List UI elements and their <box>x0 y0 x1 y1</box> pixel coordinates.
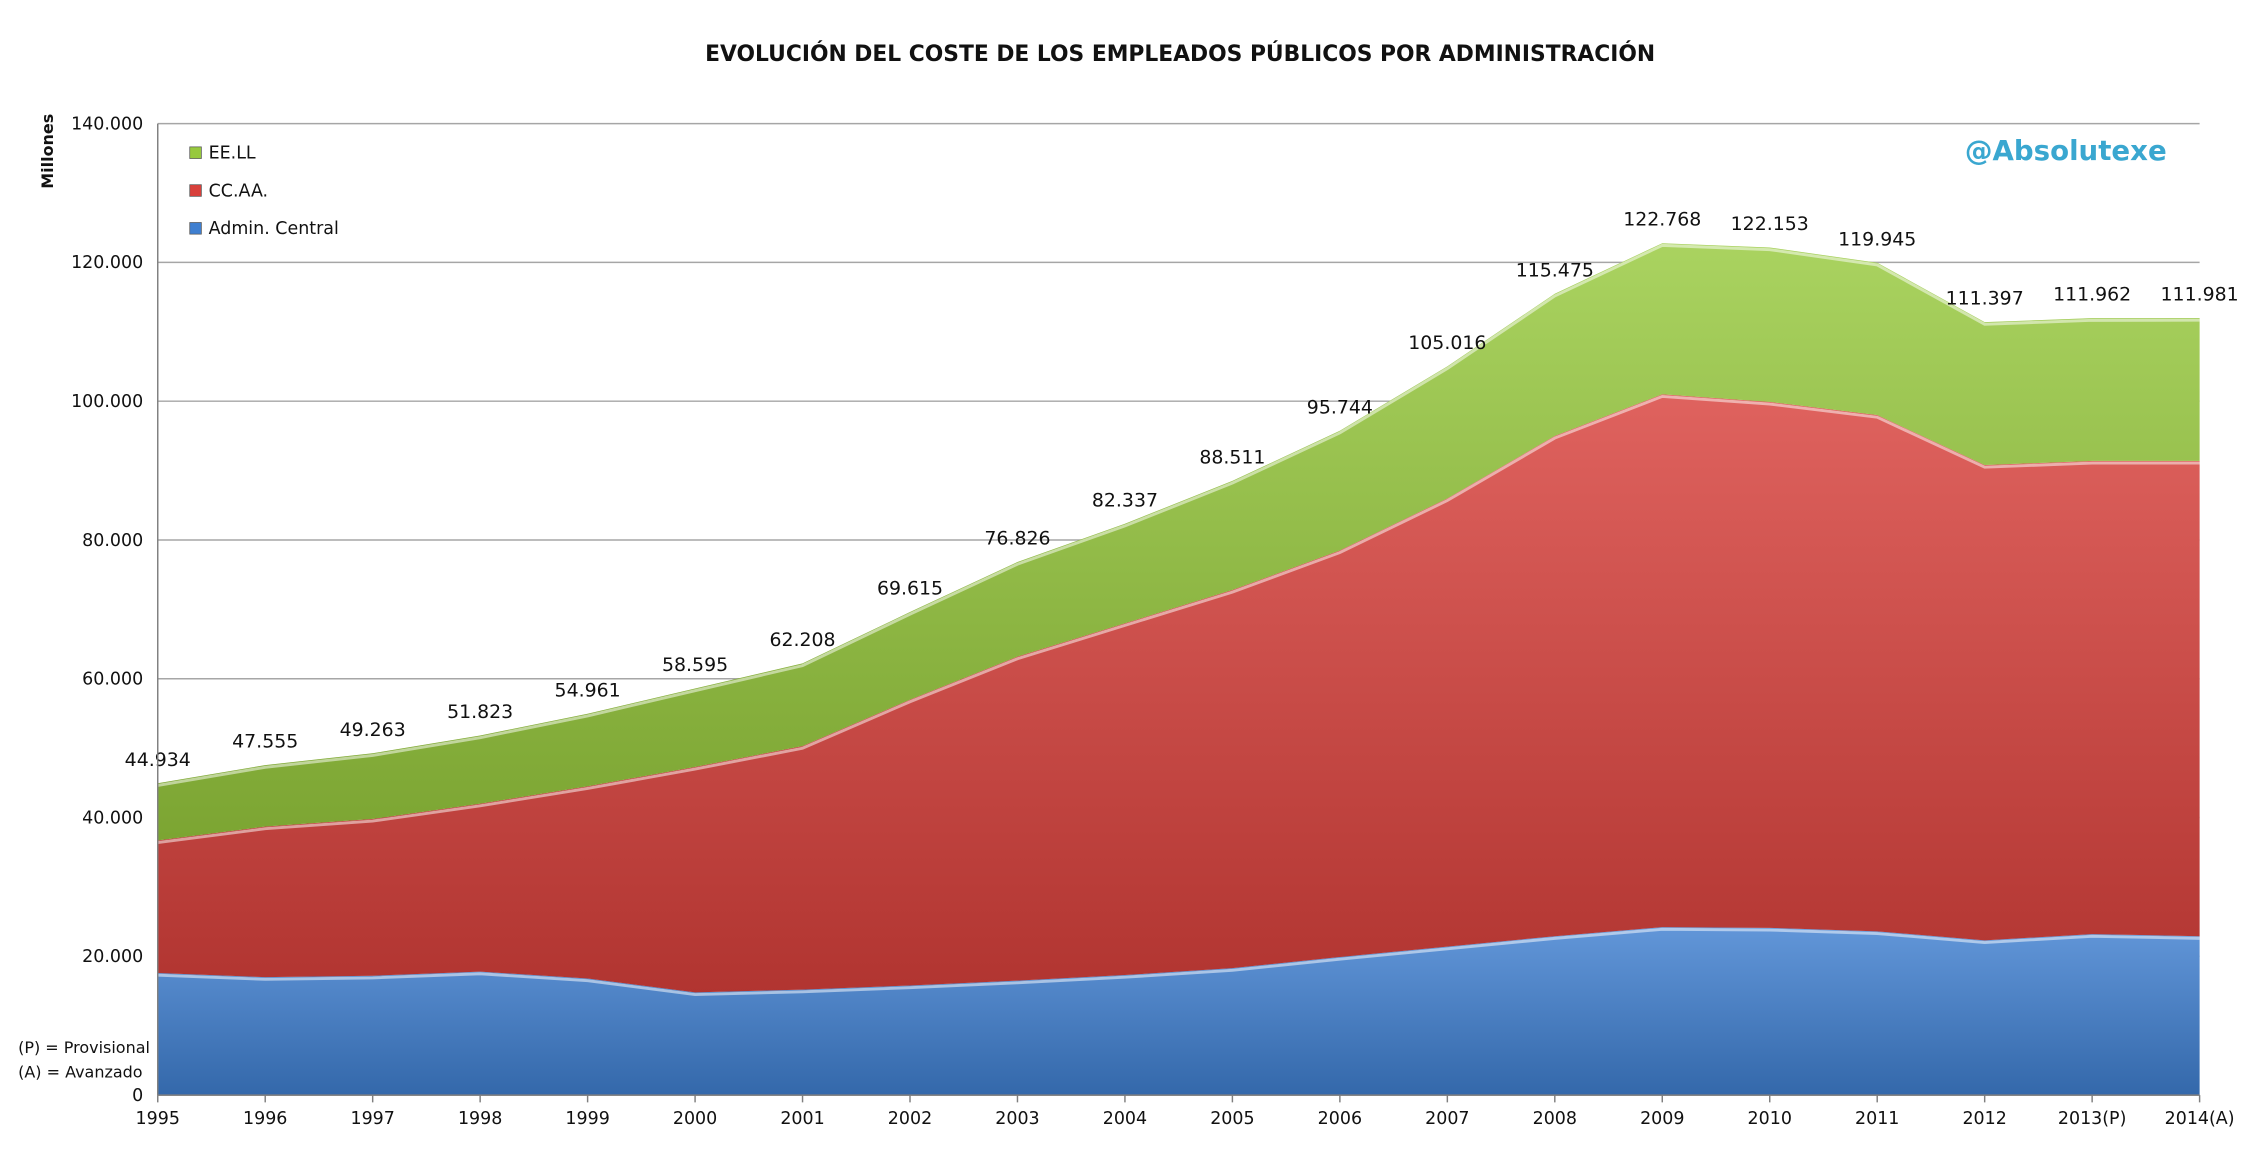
data-label: 115.475 <box>1516 259 1594 281</box>
x-tick-label: 1995 <box>136 1109 180 1129</box>
x-tick-label: 2014(A) <box>2165 1109 2235 1129</box>
legend-swatch <box>189 184 202 197</box>
x-tick-label: 1996 <box>243 1109 287 1129</box>
data-label: 95.744 <box>1307 396 1373 418</box>
data-label: 111.981 <box>2161 284 2239 306</box>
data-label: 122.768 <box>1623 209 1701 231</box>
x-tick-label: 2003 <box>995 1109 1039 1129</box>
data-label: 69.615 <box>877 578 943 600</box>
data-label: 58.595 <box>662 654 728 676</box>
area-edge <box>157 243 2200 787</box>
legend-swatch <box>189 222 202 235</box>
y-tick-label: 80.000 <box>82 531 143 551</box>
data-label: 119.945 <box>1838 228 1916 250</box>
x-tick-label: 2012 <box>1962 1109 2006 1129</box>
x-tick-label: 2000 <box>673 1109 717 1129</box>
data-label: 111.397 <box>1946 288 2024 310</box>
y-tick-label: 100.000 <box>71 392 143 412</box>
y-tick-label: 60.000 <box>82 670 143 690</box>
x-tick-label: 1997 <box>350 1109 394 1129</box>
legend-label: CC.AA. <box>209 181 268 201</box>
y-tick-label: 0 <box>132 1086 143 1106</box>
x-tick-label: 2007 <box>1425 1109 1469 1129</box>
note: (A) = Avanzado <box>18 1063 142 1082</box>
x-tick-label: 1998 <box>458 1109 502 1129</box>
y-tick-label: 40.000 <box>82 808 143 828</box>
x-tick-label: 1999 <box>565 1109 609 1129</box>
brand: @Absolutexe <box>1965 134 2167 167</box>
legend-label: Admin. Central <box>209 219 339 239</box>
area-shade <box>157 243 2200 841</box>
note: (P) = Provisional <box>18 1038 150 1057</box>
data-label: 47.555 <box>232 731 298 753</box>
data-label: 54.961 <box>555 679 621 701</box>
y-tick-label: 20.000 <box>82 947 143 967</box>
y-tick-label: 120.000 <box>71 253 143 273</box>
y-tick-label: 140.000 <box>71 114 143 134</box>
data-label: 62.208 <box>769 629 835 651</box>
x-tick-label: 2001 <box>780 1109 824 1129</box>
y-axis-label: Millones <box>38 114 57 189</box>
x-tick-label: 2010 <box>1748 1109 1792 1129</box>
data-label: 88.511 <box>1199 446 1265 468</box>
x-tick-label: 2004 <box>1103 1109 1147 1129</box>
data-label: 51.823 <box>447 701 513 723</box>
data-label: 122.153 <box>1731 213 1809 235</box>
area-shade <box>157 394 2200 993</box>
x-tick-label: 2008 <box>1533 1109 1577 1129</box>
x-tick-label: 2009 <box>1640 1109 1684 1129</box>
chart-title: EVOLUCIÓN DEL COSTE DE LOS EMPLEADOS PÚB… <box>705 41 1655 67</box>
legend-label: EE.LL <box>209 144 256 164</box>
data-label: 76.826 <box>984 528 1050 550</box>
area-shade <box>157 927 2200 1096</box>
data-label: 111.962 <box>2053 284 2131 306</box>
x-tick-label: 2005 <box>1210 1109 1254 1129</box>
area-edge <box>157 927 2200 997</box>
data-label: 49.263 <box>340 719 406 741</box>
x-tick-label: 2006 <box>1318 1109 1362 1129</box>
data-label: 105.016 <box>1408 332 1486 354</box>
data-label: 82.337 <box>1092 489 1158 511</box>
x-tick-label: 2002 <box>888 1109 932 1129</box>
area-edge <box>157 394 2200 845</box>
x-tick-label: 2011 <box>1855 1109 1899 1129</box>
legend-swatch <box>189 146 202 159</box>
x-tick-label: 2013(P) <box>2058 1109 2127 1129</box>
